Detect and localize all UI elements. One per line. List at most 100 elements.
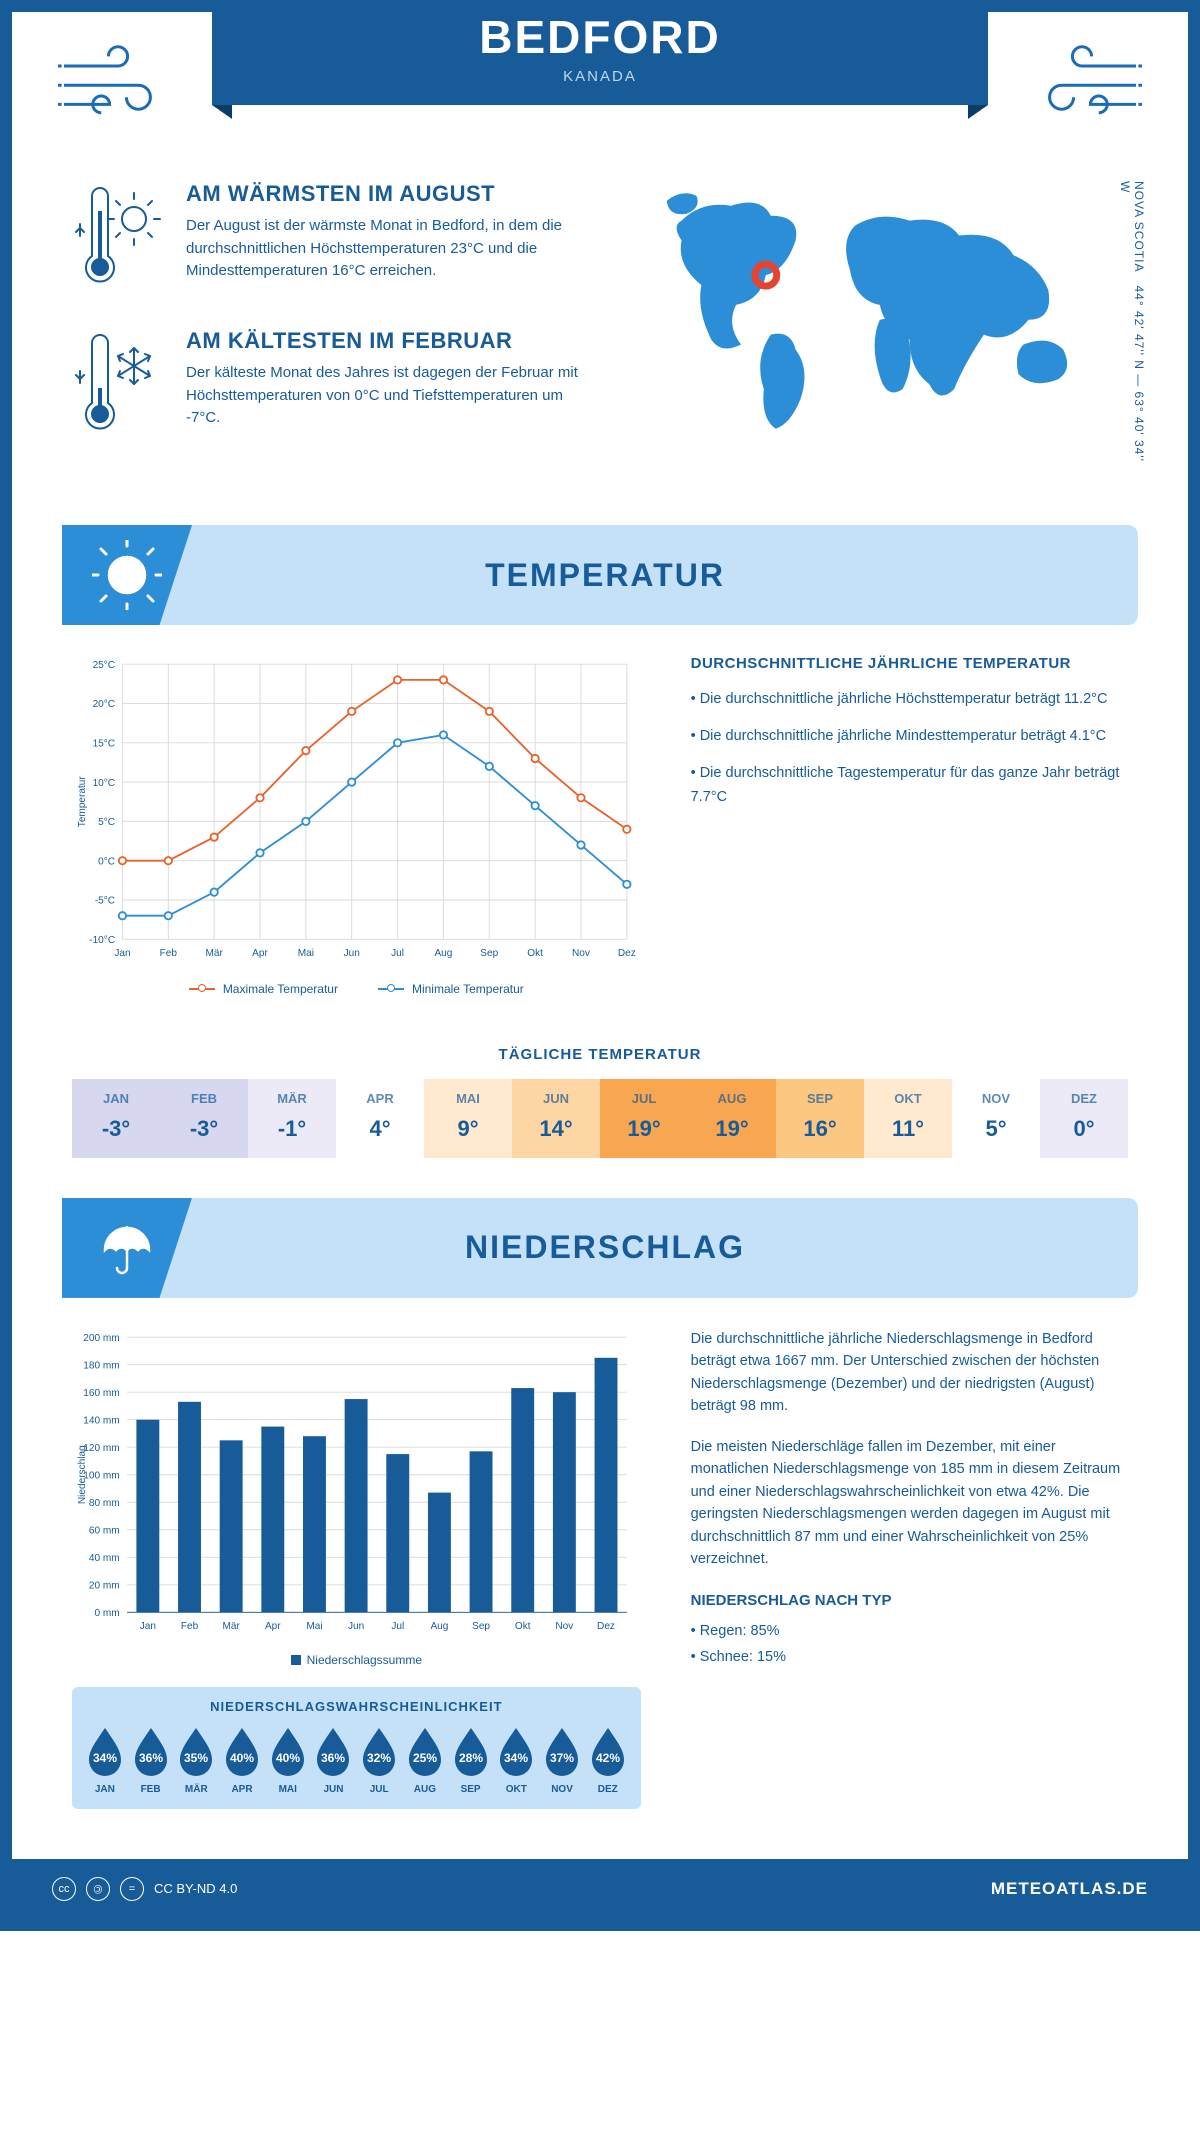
svg-text:28%: 28%	[459, 1751, 483, 1765]
precip-drop: 37% NOV	[539, 1724, 585, 1795]
svg-text:Feb: Feb	[160, 948, 178, 959]
svg-text:25°C: 25°C	[93, 660, 116, 671]
precip-drop: 34% JAN	[82, 1724, 128, 1795]
svg-text:Nov: Nov	[555, 1621, 573, 1632]
precip-drop: 25% AUG	[402, 1724, 448, 1795]
svg-text:Mär: Mär	[205, 948, 223, 959]
umbrella-icon	[62, 1198, 192, 1298]
precip-title: NIEDERSCHLAG	[192, 1229, 1138, 1266]
svg-text:Jun: Jun	[348, 1621, 364, 1632]
svg-text:0 mm: 0 mm	[94, 1608, 119, 1619]
svg-text:200 mm: 200 mm	[83, 1333, 119, 1344]
precip-drop: 32% JUL	[356, 1724, 402, 1795]
svg-text:Apr: Apr	[265, 1621, 281, 1632]
daily-cell: FEB-3°	[160, 1079, 248, 1158]
svg-text:Mai: Mai	[306, 1621, 322, 1632]
thermometer-snow-icon	[72, 328, 162, 443]
precip-drop: 34% OKT	[493, 1724, 539, 1795]
svg-text:Jun: Jun	[344, 948, 360, 959]
svg-text:-5°C: -5°C	[95, 896, 115, 907]
precip-legend: Niederschlagssumme	[72, 1653, 641, 1667]
thermometer-sun-icon	[72, 181, 162, 296]
cold-title: AM KÄLTESTEN IM FEBRUAR	[186, 328, 592, 354]
svg-text:Feb: Feb	[181, 1621, 199, 1632]
svg-text:Niederschlag: Niederschlag	[77, 1445, 88, 1504]
header: BEDFORD KANADA	[12, 12, 1188, 151]
precip-banner: NIEDERSCHLAG	[62, 1198, 1138, 1298]
svg-text:42%: 42%	[596, 1751, 620, 1765]
svg-text:35%: 35%	[184, 1751, 208, 1765]
precip-chart: 0 mm20 mm40 mm60 mm80 mm100 mm120 mm140 …	[72, 1328, 641, 1839]
daily-temp-title: TÄGLICHE TEMPERATUR	[12, 1046, 1188, 1063]
daily-cell: JUL19°	[600, 1079, 688, 1158]
daily-temp-grid: JAN-3° FEB-3° MÄR-1° APR4° MAI9° JUN14° …	[72, 1079, 1128, 1158]
precip-drop: 40% APR	[219, 1724, 265, 1795]
sun-icon	[62, 525, 192, 625]
svg-text:120 mm: 120 mm	[83, 1443, 119, 1454]
cold-text: Der kälteste Monat des Jahres ist dagege…	[186, 362, 592, 430]
precip-drop: 36% FEB	[128, 1724, 174, 1795]
svg-text:Okt: Okt	[515, 1621, 531, 1632]
svg-text:Temperatur: Temperatur	[77, 776, 88, 828]
daily-cell: JAN-3°	[72, 1079, 160, 1158]
license: cc 🄯 = CC BY-ND 4.0	[52, 1877, 237, 1901]
svg-text:Jan: Jan	[140, 1621, 156, 1632]
temperature-banner: TEMPERATUR	[62, 525, 1138, 625]
svg-text:34%: 34%	[504, 1751, 528, 1765]
precip-drop: 42% DEZ	[585, 1724, 631, 1795]
svg-text:40%: 40%	[230, 1751, 254, 1765]
svg-text:40%: 40%	[276, 1751, 300, 1765]
svg-text:Jul: Jul	[391, 1621, 404, 1632]
svg-text:Dez: Dez	[597, 1621, 615, 1632]
daily-cell: NOV5°	[952, 1079, 1040, 1158]
daily-cell: SEP16°	[776, 1079, 864, 1158]
precip-probability-box: NIEDERSCHLAGSWAHRSCHEINLICHKEIT 34% JAN …	[72, 1687, 641, 1809]
cc-icon: cc	[52, 1877, 76, 1901]
svg-text:0°C: 0°C	[98, 856, 115, 867]
svg-text:40 mm: 40 mm	[89, 1553, 120, 1564]
svg-text:Apr: Apr	[252, 948, 268, 959]
precip-info: Die durchschnittliche jährliche Niedersc…	[691, 1328, 1128, 1839]
svg-text:15°C: 15°C	[93, 738, 116, 749]
precip-drop: 28% SEP	[448, 1724, 494, 1795]
svg-text:Mai: Mai	[298, 948, 314, 959]
svg-text:160 mm: 160 mm	[83, 1388, 119, 1399]
svg-text:34%: 34%	[93, 1751, 117, 1765]
footer: cc 🄯 = CC BY-ND 4.0 METEOATLAS.DE	[12, 1859, 1188, 1919]
site-name: METEOATLAS.DE	[991, 1879, 1148, 1899]
svg-text:37%: 37%	[550, 1751, 574, 1765]
daily-cell: JUN14°	[512, 1079, 600, 1158]
svg-text:Dez: Dez	[618, 948, 636, 959]
svg-text:80 mm: 80 mm	[89, 1498, 120, 1509]
country-name: KANADA	[212, 68, 988, 85]
temperature-legend: Maximale Temperatur Minimale Temperatur	[72, 982, 641, 996]
temperature-chart: -10°C-5°C0°C5°C10°C15°C20°C25°CJanFebMär…	[72, 655, 641, 996]
daily-cell: MAI9°	[424, 1079, 512, 1158]
wind-icon	[52, 42, 172, 131]
title-banner: BEDFORD KANADA	[212, 0, 988, 105]
svg-text:-10°C: -10°C	[89, 935, 115, 946]
warm-text: Der August ist der wärmste Monat in Bedf…	[186, 215, 592, 283]
svg-text:100 mm: 100 mm	[83, 1470, 119, 1481]
svg-text:Jul: Jul	[391, 948, 404, 959]
svg-text:20°C: 20°C	[93, 699, 116, 710]
by-icon: 🄯	[86, 1877, 110, 1901]
svg-text:Okt: Okt	[527, 948, 543, 959]
nd-icon: =	[120, 1877, 144, 1901]
svg-text:25%: 25%	[413, 1751, 437, 1765]
wind-icon	[1028, 42, 1148, 131]
warm-fact: AM WÄRMSTEN IM AUGUST Der August ist der…	[72, 181, 592, 296]
warm-title: AM WÄRMSTEN IM AUGUST	[186, 181, 592, 207]
svg-text:10°C: 10°C	[93, 778, 116, 789]
precip-drop: 35% MÄR	[173, 1724, 219, 1795]
intro: AM WÄRMSTEN IM AUGUST Der August ist der…	[12, 151, 1188, 515]
svg-text:Sep: Sep	[480, 948, 498, 959]
coordinates: NOVA SCOTIA 44° 42' 47'' N — 63° 40' 34'…	[1118, 181, 1146, 475]
precip-drop: 36% JUN	[311, 1724, 357, 1795]
cold-fact: AM KÄLTESTEN IM FEBRUAR Der kälteste Mon…	[72, 328, 592, 443]
daily-cell: APR4°	[336, 1079, 424, 1158]
svg-text:36%: 36%	[139, 1751, 163, 1765]
svg-text:36%: 36%	[321, 1751, 345, 1765]
svg-text:180 mm: 180 mm	[83, 1360, 119, 1371]
svg-text:Nov: Nov	[572, 948, 590, 959]
